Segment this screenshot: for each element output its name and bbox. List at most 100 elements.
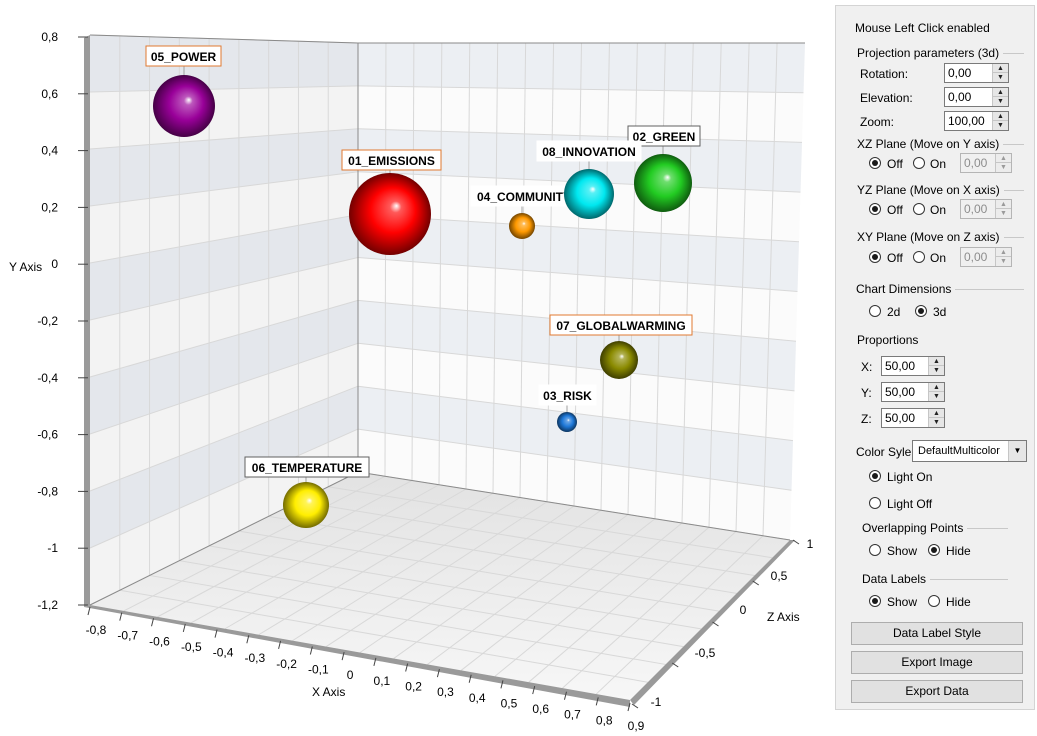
x-tick-label: 0,9 [628,719,645,733]
spin-down-icon[interactable]: ▼ [1000,210,1007,217]
xz-plane-stepper[interactable]: 0,00 ▲ ▼ [960,153,1012,173]
bubble[interactable] [557,412,577,432]
spin-up-icon[interactable]: ▲ [993,64,1008,73]
spin-up-icon[interactable]: ▲ [996,200,1011,209]
bubble[interactable] [349,173,431,255]
zoom-stepper[interactable]: 100,00 ▲ ▼ [944,111,1009,131]
dim-3d-label: 3d [933,305,947,319]
proportions-title: Proportions [857,333,919,347]
grid-line [89,385,359,492]
yz-off-label: Off [887,203,903,217]
export-image-button[interactable]: Export Image [851,651,1023,674]
bubble[interactable] [600,341,638,379]
y-tick-label: 0,2 [41,200,58,214]
spin-up-icon[interactable]: ▲ [929,409,944,418]
projection-title: Projection parameters (3d) [857,46,1004,60]
xz-off-radio[interactable] [869,157,881,169]
data-label-style-button[interactable]: Data Label Style [851,622,1023,645]
3d-bubble-chart[interactable]: 0,8 0,6 0,4 0,2 0 -0,2 -0,4 -0,6 -0,8 -1 -1,2 -0,8… [0,0,830,736]
rotation-stepper[interactable]: 0,00 ▲ ▼ [944,63,1009,83]
spin-up-icon[interactable]: ▲ [929,383,944,392]
overlap-title: Overlapping Points [862,521,968,535]
dimensions-title: Chart Dimensions [856,282,956,296]
yz-plane-value: 0,00 [964,202,988,216]
chevron-down-icon[interactable]: ▼ [1008,441,1026,461]
x-tick-mark [468,674,472,683]
z-tick-label: 0,5 [771,569,788,583]
xz-off-label: Off [887,157,903,171]
data-label: 07_GLOBALWARMING [556,319,685,333]
prop-y-label: Y: [861,386,872,400]
grid-line [328,486,773,559]
spin-up-icon[interactable]: ▲ [929,357,944,366]
spin-down-icon[interactable]: ▼ [933,393,940,400]
overlap-show-radio[interactable] [869,544,881,556]
spin-down-icon[interactable]: ▼ [1000,258,1007,265]
spin-down-icon[interactable]: ▼ [997,98,1004,105]
xy-off-radio[interactable] [869,251,881,263]
x-tick-label: -0,2 [276,657,297,671]
x-tick-label: 0,7 [564,708,581,722]
spin-up-icon[interactable]: ▲ [993,88,1008,97]
grid-line [384,42,387,477]
y-tick-label: 0,4 [41,144,58,158]
bubble[interactable] [509,213,535,239]
spin-down-icon[interactable]: ▼ [997,122,1004,129]
elevation-label: Elevation: [860,91,913,105]
spin-up-icon[interactable]: ▲ [996,248,1011,257]
yz-on-radio[interactable] [913,203,925,215]
xz-on-radio[interactable] [913,157,925,169]
color-style-select[interactable]: DefaultMulticolor ▼ [912,440,1027,462]
grid-line [681,42,694,524]
xy-on-label: On [930,251,947,265]
z-tick-mark [631,703,639,709]
prop-z-stepper[interactable]: 50,00 ▲ ▼ [881,408,945,428]
export-data-button[interactable]: Export Data [851,680,1023,703]
dim-3d-radio[interactable] [915,305,927,317]
grid-line [573,42,582,507]
bubble[interactable] [283,482,329,528]
spin-up-icon[interactable]: ▲ [996,154,1011,163]
grid-line [438,42,443,485]
data-label-box [145,45,222,67]
x-tick-mark [341,652,345,661]
labels-show-radio[interactable] [869,595,881,607]
spin-down-icon[interactable]: ▼ [997,74,1004,81]
data-labels-group: Data Labels [862,572,1008,586]
overlap-hide-radio[interactable] [928,544,940,556]
bubble-series[interactable]: 01_EMISSIONS 02_GREEN 03_RISK 04_COMMUNITY 0… [145,45,701,528]
x-tick-label: -0,3 [244,651,265,665]
grid-line [519,42,527,498]
y-tick-label: -1,2 [37,598,58,612]
spin-down-icon[interactable]: ▼ [1000,164,1007,171]
spin-down-icon[interactable]: ▼ [933,419,940,426]
light-on-radio[interactable] [869,470,881,482]
grid-line [89,214,359,264]
color-style-value: DefaultMulticolor [918,445,1000,457]
light-off-radio[interactable] [869,497,881,509]
bubble[interactable] [634,154,692,212]
x-tick-mark [563,691,567,700]
labels-hide-radio[interactable] [928,595,940,607]
elevation-stepper[interactable]: 0,00 ▲ ▼ [944,87,1009,107]
grid-line [89,85,359,93]
spin-up-icon[interactable]: ▲ [993,112,1008,121]
grid-line [258,492,494,636]
prop-y-stepper[interactable]: 50,00 ▲ ▼ [881,382,945,402]
rotation-label: Rotation: [860,67,909,81]
z-tick-label: -1 [651,695,662,709]
bubble[interactable] [564,169,614,219]
x-tick-label: 0,1 [374,674,391,688]
spin-down-icon[interactable]: ▼ [933,367,940,374]
yz-plane-stepper[interactable]: 0,00 ▲ ▼ [960,199,1012,219]
xy-plane-stepper[interactable]: 0,00 ▲ ▼ [960,247,1012,267]
prop-x-stepper[interactable]: 50,00 ▲ ▼ [881,356,945,376]
grid-line [627,42,638,515]
yz-off-radio[interactable] [869,203,881,215]
bubble[interactable] [153,75,215,137]
chart-area[interactable]: 0,8 0,6 0,4 0,2 0 -0,2 -0,4 -0,6 -0,8 -1 -1,2 -0,8… [0,0,830,736]
data-label: 05_POWER [151,50,217,64]
data-label-box [627,125,701,147]
xy-on-radio[interactable] [913,251,925,263]
dim-2d-radio[interactable] [869,305,881,317]
